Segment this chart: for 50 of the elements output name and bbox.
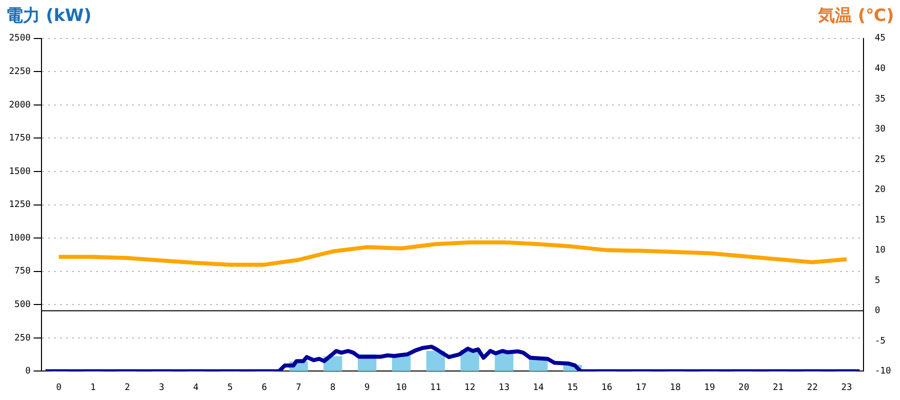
y-tick-label: 2000 (8, 100, 31, 110)
y2-tick-label: 25 (874, 154, 886, 165)
bar (426, 350, 445, 372)
x-tick-label: 16 (601, 382, 612, 393)
y2-tick-label: -5 (874, 336, 886, 346)
y2-tick-label: 5 (874, 276, 880, 286)
x-tick-label: 0 (56, 382, 62, 393)
x-tick-label: 13 (498, 382, 510, 393)
y2-tick-label: 20 (874, 185, 886, 196)
x-tick-label: 12 (464, 382, 476, 393)
x-tick-label: 21 (772, 382, 784, 393)
y2-tick-label: 40 (874, 64, 886, 74)
y2-axis-title: 気温 (℃) (818, 4, 894, 26)
y-tick-label: 0 (25, 366, 31, 377)
x-tick-label: 20 (738, 382, 750, 393)
y-tick-label: 250 (14, 333, 31, 344)
x-tick-label: 4 (193, 382, 199, 393)
x-tick-label: 22 (806, 382, 818, 393)
y-tick-label: 1500 (8, 166, 31, 177)
x-tick-label: 23 (841, 382, 852, 393)
y-tick-label: 1750 (8, 134, 31, 144)
y-tick-label: 1000 (8, 233, 31, 244)
x-tick-label: 8 (330, 382, 336, 393)
x-tick-label: 7 (296, 382, 302, 393)
x-tick-label: 15 (567, 382, 578, 393)
x-tick-label: 1 (90, 382, 96, 393)
y2-tick-label: 35 (874, 94, 886, 104)
y-tick-label: 2500 (8, 34, 31, 44)
y-tick-label: 2250 (8, 67, 31, 78)
y-axis-title: 電力 (kW) (6, 4, 92, 26)
x-tick-label: 18 (670, 382, 681, 393)
x-tick-label: 17 (636, 382, 647, 393)
y-tick-label: 1250 (8, 200, 31, 210)
y2-tick-label: 0 (874, 306, 880, 316)
y-tick-label: 750 (14, 266, 31, 277)
x-tick-label: 5 (227, 382, 233, 393)
x-tick-label: 6 (262, 382, 268, 393)
y-tick-label: 500 (14, 300, 31, 310)
y2-tick-label: 10 (874, 246, 886, 256)
x-tick-label: 19 (704, 382, 716, 393)
x-tick-label: 11 (430, 382, 442, 393)
y2-tick-label: -10 (874, 366, 892, 377)
x-tick-label: 9 (364, 382, 370, 393)
y2-tick-label: 30 (874, 124, 886, 135)
x-tick-label: 14 (532, 382, 544, 393)
x-tick-label: 2 (124, 382, 130, 393)
x-tick-label: 10 (396, 382, 407, 393)
x-tick-label: 3 (158, 382, 164, 393)
y2-tick-label: 45 (874, 34, 886, 44)
y2-tick-label: 15 (874, 215, 886, 226)
